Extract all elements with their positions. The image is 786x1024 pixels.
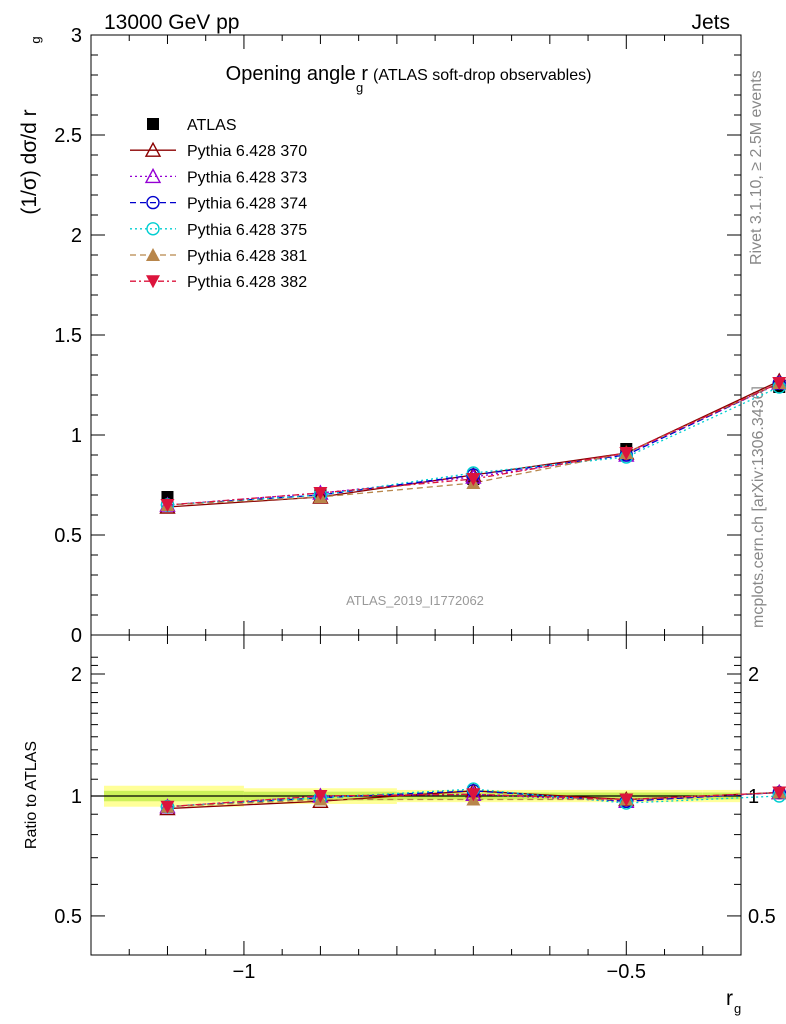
ratio-panel: 0.5 0.5 1 1 2 2 −1 −0.5 Ratio to ATLAS r g (23, 634, 786, 1016)
chart-title: Opening angle r (226, 63, 369, 85)
legend: ATLAS Pythia 6.428 370 Pythia 6.428 373 Pyt… (130, 117, 307, 291)
ratio-y-axis-label: Ratio to ATLAS (23, 741, 40, 849)
ratio-y-tick-label-left: 0.5 (54, 906, 82, 928)
ratio-series-markers (159, 782, 786, 816)
series-line (167, 380, 786, 506)
ratio-ticks (90, 635, 742, 955)
analysis-watermark: ATLAS_2019_I1772062 (346, 593, 484, 608)
x-tick-labels: −1 −0.5 (233, 961, 647, 983)
legend-marker (146, 195, 160, 210)
legend-marker (146, 275, 160, 289)
chart-title-note: (ATLAS soft-drop observables) (373, 67, 591, 84)
main-y-tick-label-zero: 0 (71, 625, 82, 647)
main-series-lines (167, 379, 786, 508)
legend-label: ATLAS (187, 117, 237, 134)
mcplots-label: mcplots.cern.ch [arXiv:1306.3436] (750, 386, 767, 628)
main-series-markers (159, 372, 786, 514)
legend-label: Pythia 6.428 374 (187, 196, 307, 213)
x-tick-label: −1 (233, 961, 256, 983)
chart-title-main: Opening angle r (226, 63, 369, 85)
main-y-tick-label: 3 (71, 25, 82, 47)
main-y-tick-label: 1.5 (54, 325, 82, 347)
ratio-series-line (167, 790, 786, 810)
legend-marker (144, 141, 162, 157)
ratio-y-tick-label-right: 2 (748, 664, 759, 686)
legend-marker (146, 248, 160, 261)
ratio-data-point (466, 788, 481, 802)
ratio-y-tick-label-left: 2 (71, 664, 82, 686)
ratio-series-line (167, 791, 786, 808)
ratio-data-point (313, 790, 328, 803)
x-tick-label: −0.5 (607, 961, 646, 983)
main-y-tick-label: 2.5 (54, 125, 82, 147)
data-point (313, 487, 328, 500)
ratio-y-tick-label-left: 1 (71, 786, 82, 808)
x-axis-label-subscript: g (734, 1001, 741, 1016)
ratio-y-tick-label-right: 0.5 (748, 906, 776, 928)
chart-title-subscript: g (356, 80, 363, 95)
data-point (772, 377, 786, 390)
rivet-version-label: Rivet 3.1.10, ≥ 2.5M events (748, 70, 765, 265)
legend-label: Pythia 6.428 370 (187, 143, 307, 160)
main-y-tick-label: 1 (71, 425, 82, 447)
data-point (466, 473, 481, 486)
legend-label: Pythia 6.428 375 (187, 222, 307, 239)
ratio-y-tick-labels: 0.5 0.5 1 1 2 2 (54, 664, 776, 928)
legend-label: Pythia 6.428 381 (187, 248, 307, 265)
main-panel: 0.5 1 1.5 2 2.5 3 0 ATLAS_2019_I1772062 Openin… (18, 25, 786, 647)
ratio-series-line (167, 791, 786, 808)
main-y-axis-label-subscript: g (28, 36, 43, 43)
header-jets-label: Jets (691, 11, 730, 34)
legend-label: Pythia 6.428 382 (187, 274, 307, 291)
main-y-axis-label: (1/σ) dσ/d r (18, 109, 41, 214)
main-y-tick-label: 2 (71, 225, 82, 247)
data-point (160, 499, 175, 512)
ratio-data-point (160, 800, 175, 814)
legend-label: Pythia 6.428 373 (187, 169, 307, 186)
legend-marker (146, 222, 160, 236)
ratio-data-point (772, 786, 786, 800)
header-energy-label: 13000 GeV pp (104, 11, 239, 34)
data-point (619, 447, 634, 460)
series-line (167, 379, 786, 508)
x-axis-label: r (726, 987, 733, 1010)
ratio-data-point (619, 793, 634, 807)
legend-marker (144, 167, 162, 184)
series-line (167, 381, 786, 506)
main-y-tick-labels: 0.5 1 1.5 2 2.5 3 0 (54, 25, 82, 647)
ratio-series-line (167, 790, 786, 808)
legend-marker (147, 118, 159, 130)
main-y-tick-label: 0.5 (54, 525, 82, 547)
series-line (167, 381, 786, 506)
ratio-y-tick-label-right: 1 (748, 786, 759, 808)
ratio-series-lines (167, 788, 786, 810)
